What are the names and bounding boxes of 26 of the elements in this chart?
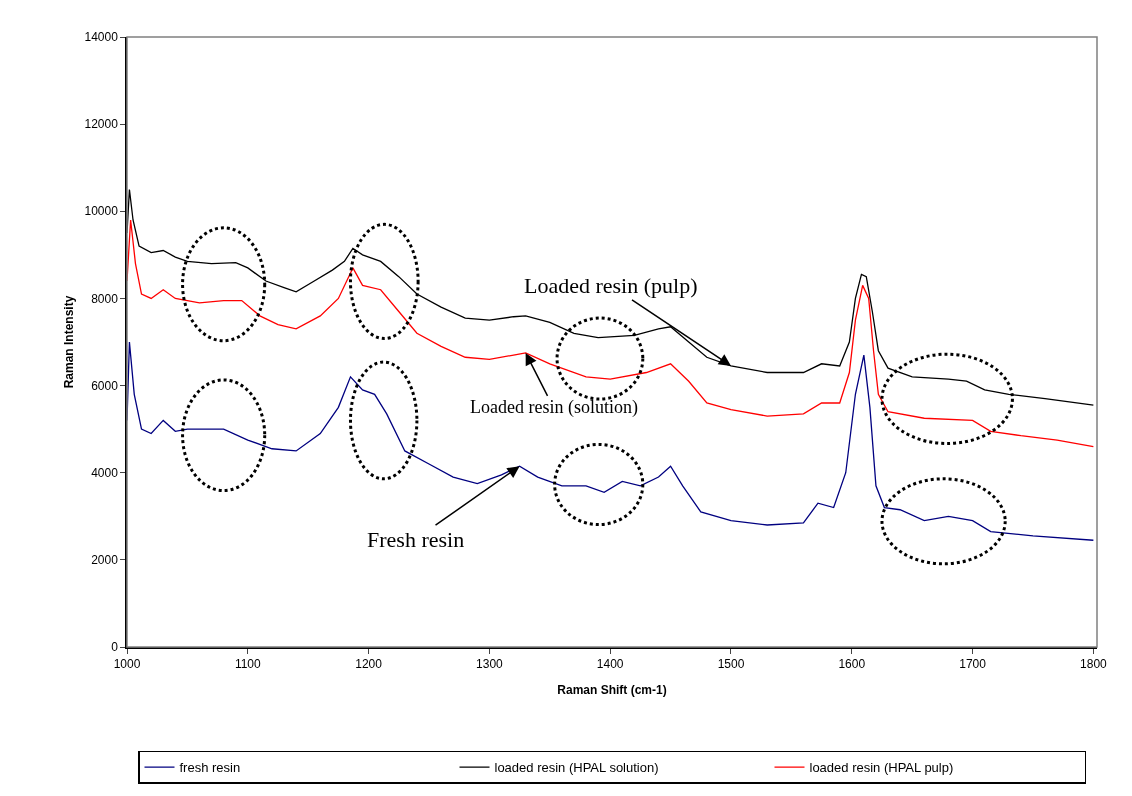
line-series — [127, 219, 1095, 448]
y-tick-label: 6000 — [91, 378, 119, 393]
y-tick-label: 2000 — [91, 553, 119, 568]
annotation: Loaded resin (pulp) — [524, 273, 698, 298]
y-tick-label: 4000 — [91, 465, 119, 480]
x-tick-label: 1700 — [959, 657, 987, 672]
annotation: Fresh resin — [367, 527, 465, 552]
legend-label: loaded resin (HPAL solution) — [494, 760, 659, 776]
y-tick-label: 12000 — [84, 117, 119, 132]
y-tick-label: 0 — [111, 640, 119, 655]
x-tick-label: 1000 — [113, 657, 141, 672]
legend-label: loaded resin (HPAL pulp) — [809, 760, 954, 776]
y-tick-label: 14000 — [84, 30, 119, 45]
x-tick-label: 1300 — [476, 657, 504, 672]
x-tick-label: 1800 — [1080, 657, 1108, 672]
y-tick-label: 10000 — [84, 204, 119, 219]
x-tick-label: 1600 — [838, 657, 866, 672]
y-axis-title: Raman Intensity — [62, 295, 77, 389]
x-tick-label: 1200 — [355, 657, 383, 672]
annotation: Loaded resin (solution) — [470, 397, 638, 418]
legend-label: fresh resin — [179, 760, 241, 776]
x-tick-label: 1500 — [717, 657, 745, 672]
y-tick-label: 8000 — [91, 291, 119, 306]
x-tick-label: 1400 — [596, 657, 624, 672]
x-axis-title: Raman Shift (cm-1) — [557, 682, 667, 697]
x-tick-label: 1100 — [234, 657, 262, 672]
